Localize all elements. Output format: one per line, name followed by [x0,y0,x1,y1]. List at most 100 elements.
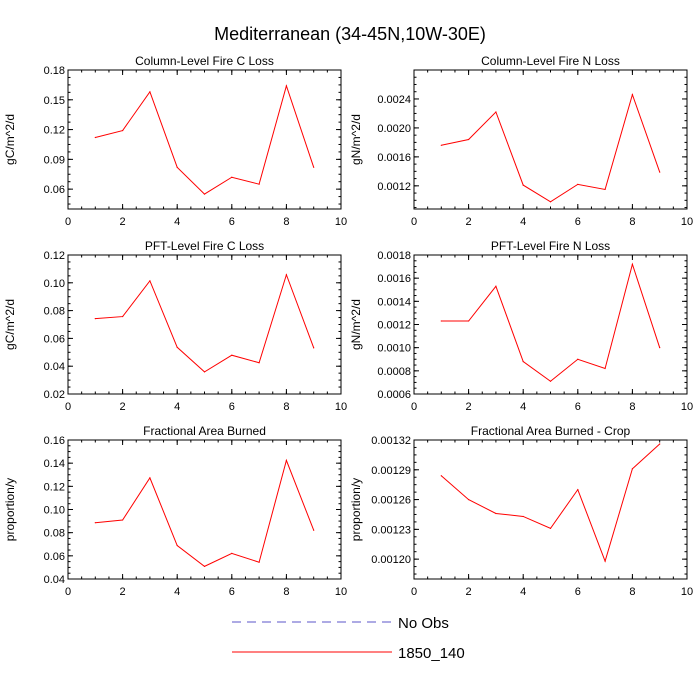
data-point [440,144,442,146]
y-tick-label: 0.12 [44,250,65,262]
x-tick-label: 6 [575,586,581,598]
x-tick-label: 6 [229,216,235,228]
y-tick-label: 0.00132 [371,435,411,447]
data-point [549,527,552,529]
data-point [176,346,178,348]
data-point [122,315,124,318]
y-tick-label: 0.12 [44,481,65,493]
y-axis-label: gN/m^2/d [349,114,363,165]
data-point [604,560,606,562]
x-tick-label: 6 [575,401,581,413]
data-point [313,347,315,349]
x-tick-label: 2 [466,401,472,413]
data-point [94,136,96,139]
x-tick-label: 10 [681,216,693,228]
data-point [549,201,552,203]
y-axis-label: proportion/y [349,478,363,541]
x-tick-label: 8 [629,216,635,228]
legend-label: No Obs [398,615,449,632]
x-tick-label: 10 [681,401,693,413]
y-tick-label: 0.0006 [377,389,411,401]
x-tick-label: 0 [411,216,417,228]
data-point [495,512,497,515]
data-point [604,188,606,191]
y-tick-label: 0.00129 [371,465,411,477]
data-point [94,522,96,524]
y-tick-label: 0.0012 [377,181,411,193]
panel-title: Column-Level Fire C Loss [135,54,274,68]
y-tick-label: 0.00123 [371,524,411,536]
x-tick-label: 2 [120,216,126,228]
data-point [313,166,315,168]
y-tick-label: 0.0016 [377,273,411,285]
data-point [631,94,634,96]
data-point [522,360,524,363]
x-tick-label: 10 [335,586,347,598]
x-tick-label: 2 [120,401,126,413]
data-point [577,358,579,360]
y-tick-label: 0.02 [44,389,65,401]
data-point [285,85,287,87]
data-point [122,519,124,521]
y-axis-label: gC/m^2/d [3,114,17,165]
data-point [440,320,442,322]
data-point [203,565,206,567]
y-tick-label: 0.06 [44,184,65,196]
data-point [659,171,661,173]
x-tick-label: 8 [629,401,635,413]
y-tick-label: 0.0012 [377,320,411,332]
data-point [176,544,178,547]
y-tick-label: 0.09 [44,154,65,166]
chart-panel: PFT-Level Fire N Loss 0 2 4 6 8 10 0.0006 0.0008… [349,239,693,413]
x-tick-label: 4 [520,401,526,413]
y-tick-label: 0.08 [44,306,65,318]
y-tick-label: 0.04 [44,361,65,373]
x-tick-label: 6 [229,401,235,413]
x-tick-label: 8 [629,586,635,598]
data-point [468,498,470,501]
x-tick-label: 0 [65,216,71,228]
y-tick-label: 0.00126 [371,495,411,507]
data-point [577,489,579,491]
data-point [313,529,315,531]
panel-title: PFT-Level Fire C Loss [145,239,264,253]
x-tick-label: 8 [283,401,289,413]
data-point [631,468,634,470]
x-tick-label: 8 [283,586,289,598]
x-tick-label: 6 [229,586,235,598]
data-point [258,561,260,563]
data-point [149,91,151,93]
x-tick-label: 4 [520,216,526,228]
y-tick-label: 0.0020 [377,123,411,135]
y-axis-label: gN/m^2/d [349,299,363,350]
data-point [203,193,206,195]
legend-label: 1850_140 [398,645,465,662]
y-axis-label: gC/m^2/d [3,299,17,350]
data-point [440,475,442,477]
panel-title: Column-Level Fire N Loss [481,54,620,68]
y-tick-label: 0.00120 [371,554,411,566]
data-point [122,129,124,132]
data-point [549,380,552,382]
data-point [258,362,260,364]
chart-panel: Fractional Area Burned 0 2 4 6 8 10 0.04 0.06 0.0… [3,424,347,598]
chart-panel: Column-Level Fire N Loss 0 2 4 6 8 10 0.0012 0.0… [349,54,693,228]
x-tick-label: 10 [681,586,693,598]
data-point [604,367,606,370]
legend: No Obs 1850_140 [232,615,465,662]
y-tick-label: 0.0018 [377,250,411,262]
data-point [659,347,661,349]
x-tick-label: 0 [411,586,417,598]
y-tick-label: 0.04 [44,574,65,586]
data-point [522,184,524,186]
data-point [231,354,233,356]
data-point [468,138,470,141]
x-tick-label: 4 [520,586,526,598]
y-tick-label: 0.0010 [377,343,411,355]
data-point [285,459,287,461]
data-point [203,371,206,373]
x-tick-label: 4 [174,216,180,228]
chart-panel: PFT-Level Fire C Loss 0 2 4 6 8 10 0.02 0.04 0.06… [3,239,347,413]
